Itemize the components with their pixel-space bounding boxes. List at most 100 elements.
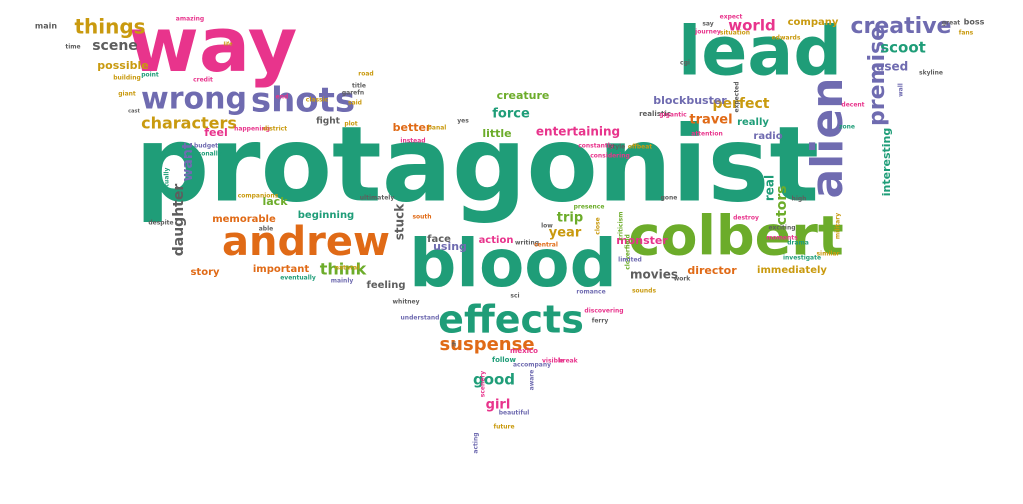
word-andrew: andrew: [222, 219, 390, 265]
word-action: action: [479, 235, 514, 246]
word-banal: banal: [428, 125, 447, 132]
word-great: great: [942, 20, 960, 27]
word-ferry: ferry: [592, 318, 609, 325]
word-life: life: [224, 42, 234, 48]
word-story: story: [190, 267, 220, 278]
word-scenery: scenery: [480, 371, 487, 397]
word-memorable: memorable: [212, 214, 276, 225]
word-journey: journey: [694, 29, 721, 36]
word-cloverfield: cloverfield: [625, 234, 632, 270]
word-protagonist: protagonist: [135, 103, 819, 225]
word-cast: cast: [128, 109, 140, 115]
word-low: low: [541, 223, 553, 230]
word-feeling: feeling: [366, 280, 405, 291]
word-sci: sci: [510, 293, 519, 300]
word-work: work: [674, 276, 692, 283]
word-perfect: perfect: [713, 96, 770, 112]
word-visible: visible: [542, 358, 564, 365]
word-discovering: discovering: [584, 308, 623, 315]
word-expected: expected: [734, 81, 741, 112]
word-time: time: [65, 44, 80, 51]
word-beautiful: beautiful: [499, 410, 530, 417]
word-fight: fight: [316, 117, 341, 127]
word-good: good: [473, 371, 515, 389]
word-real: real: [763, 175, 777, 201]
word-criticism: criticism: [618, 212, 625, 241]
word-eventually: eventually: [280, 275, 316, 282]
word-interesting: interesting: [880, 128, 893, 197]
word-little: little: [482, 127, 511, 140]
word-offbeat: offbeat: [628, 144, 652, 151]
word-realistic: realistic: [639, 110, 671, 118]
word-wall: wall: [898, 83, 905, 97]
word-writing: writing: [515, 240, 539, 247]
word-say: say: [702, 21, 713, 28]
word-personally: personally: [186, 151, 221, 158]
word-constantly: constantly: [578, 143, 614, 150]
word-high: high: [792, 196, 807, 203]
word-amazing: amazing: [176, 16, 204, 23]
word-plot: plot: [344, 121, 357, 128]
word-lead: lead: [678, 13, 842, 92]
word-fans: fans: [959, 30, 974, 37]
word-district: district: [263, 126, 287, 133]
word-south: south: [412, 214, 431, 221]
word-accompany: accompany: [513, 362, 551, 369]
word-aware: aware: [529, 370, 536, 391]
word-whitney: whitney: [393, 299, 420, 306]
word-scoot: scoot: [880, 39, 926, 57]
word-situation: situation: [720, 30, 750, 37]
word-romance: romance: [576, 289, 605, 296]
word-drama: drama: [787, 240, 809, 247]
word-radio: radio: [753, 131, 782, 142]
word-title: title: [352, 83, 366, 90]
word-future: future: [493, 424, 514, 431]
word-natural: natural: [335, 265, 360, 272]
word-cgi: cgi: [680, 60, 690, 67]
word-break: break: [558, 358, 578, 365]
word-destroy: destroy: [733, 215, 759, 222]
word-characters: characters: [141, 114, 237, 133]
word-military: military: [835, 213, 842, 239]
word-yes: yes: [457, 118, 469, 125]
word-gone: gone: [661, 195, 678, 202]
word-way: way: [129, 0, 298, 89]
word-used: used: [876, 60, 908, 74]
word-actors: actors: [774, 185, 790, 234]
word-companions: companions: [238, 193, 279, 200]
word-company: company: [788, 17, 839, 28]
word-point: point: [141, 72, 159, 79]
word-girl: girl: [486, 398, 511, 413]
word-important: important: [253, 264, 309, 275]
word-skyline: skyline: [919, 70, 943, 77]
word-investigate: investigate: [783, 255, 821, 262]
word-stuck: stuck: [393, 203, 407, 241]
word-budget: budget: [194, 143, 218, 150]
word-style: style: [609, 144, 625, 151]
word-travel: travel: [689, 113, 732, 128]
word-moments: moments: [766, 235, 798, 242]
word-better: better: [393, 121, 432, 134]
word-considering: considering: [590, 153, 630, 160]
word-world: world: [728, 17, 775, 35]
word-feel: feel: [204, 126, 227, 139]
word-expect: expect: [720, 14, 743, 21]
word-creative: creative: [851, 14, 952, 39]
word-garefn: garefn: [342, 90, 364, 97]
word-movies: movies: [630, 268, 678, 282]
word-decent: decent: [841, 102, 864, 109]
word-credit: credit: [193, 77, 213, 84]
word-gigantic: gigantic: [659, 112, 687, 119]
word-mainly: mainly: [331, 278, 354, 285]
word-creature: creature: [497, 89, 550, 102]
word-shots: shots: [251, 81, 355, 121]
word-immediately: immediately: [757, 265, 827, 276]
word-central: central: [534, 242, 558, 249]
word-happening: happening: [234, 126, 270, 133]
word-classic: classic: [306, 97, 329, 104]
word-presence: presence: [574, 204, 605, 211]
word-year: year: [549, 226, 582, 241]
word-colbert: colbert: [628, 205, 843, 268]
word-wrong: wrong: [141, 82, 247, 117]
